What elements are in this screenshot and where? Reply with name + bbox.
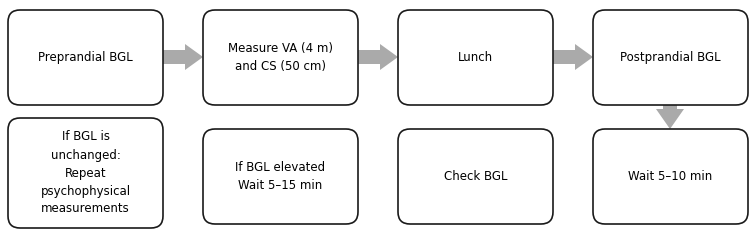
FancyBboxPatch shape (593, 10, 748, 105)
FancyBboxPatch shape (8, 118, 163, 228)
Text: Lunch: Lunch (458, 51, 493, 64)
Polygon shape (163, 44, 203, 70)
Text: Preprandial BGL: Preprandial BGL (38, 51, 133, 64)
FancyBboxPatch shape (8, 10, 163, 105)
FancyBboxPatch shape (398, 10, 553, 105)
FancyBboxPatch shape (398, 129, 553, 224)
Text: Measure VA (4 m)
and CS (50 cm): Measure VA (4 m) and CS (50 cm) (228, 42, 333, 73)
Text: If BGL is
unchanged:
Repeat
psychophysical
measurements: If BGL is unchanged: Repeat psychophysic… (41, 131, 130, 216)
Polygon shape (398, 164, 553, 190)
Polygon shape (358, 44, 398, 70)
FancyBboxPatch shape (203, 129, 358, 224)
Polygon shape (8, 164, 163, 190)
Polygon shape (203, 164, 358, 190)
FancyBboxPatch shape (593, 129, 748, 224)
Text: Check BGL: Check BGL (444, 170, 507, 183)
Text: If BGL elevated
Wait 5–15 min: If BGL elevated Wait 5–15 min (235, 161, 326, 192)
FancyBboxPatch shape (203, 10, 358, 105)
Polygon shape (553, 44, 593, 70)
Text: Wait 5–10 min: Wait 5–10 min (628, 170, 713, 183)
Polygon shape (656, 105, 684, 129)
Text: Postprandial BGL: Postprandial BGL (621, 51, 721, 64)
